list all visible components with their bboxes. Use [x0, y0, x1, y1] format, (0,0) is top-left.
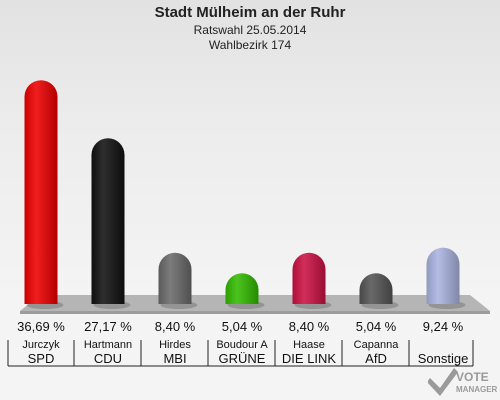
bar-mbi: [158, 252, 192, 304]
value-label: 9,24 %: [423, 319, 464, 334]
value-label: 36,69 %: [17, 319, 65, 334]
bar-grüne: [225, 273, 259, 304]
value-label: 8,40 %: [155, 319, 196, 334]
logo-text-vote: VOTE: [456, 370, 489, 384]
party-label: MBI: [163, 351, 186, 366]
bar-spd: [24, 80, 58, 304]
value-label: 8,40 %: [289, 319, 330, 334]
value-label: 5,04 %: [222, 319, 263, 334]
chart-title: Stadt Mülheim an der Ruhr: [154, 4, 346, 21]
party-label: Sonstige: [418, 351, 469, 366]
candidate-label: Hartmann: [84, 339, 132, 351]
chart-subtitle: Ratswahl 25.05.2014: [193, 23, 307, 37]
bar-die-linke: [292, 252, 326, 304]
chart-subtitle-district: Wahlbezirk 174: [208, 38, 292, 52]
bar-afd: [359, 273, 393, 304]
party-label: GRÜNE: [219, 351, 266, 366]
candidate-label: Hirdes: [159, 339, 191, 351]
candidate-label: Jurczyk: [22, 339, 60, 351]
party-label: AfD: [365, 351, 387, 366]
vote-manager-check-icon: [428, 368, 458, 396]
logo-text-manager: MANAGER: [456, 385, 498, 394]
value-label: 27,17 %: [84, 319, 132, 334]
candidate-label: Capanna: [354, 339, 400, 351]
candidate-label: Haase: [293, 339, 325, 351]
party-label: CDU: [94, 351, 122, 366]
bar-sonstige: [426, 247, 460, 304]
party-label: SPD: [28, 351, 55, 366]
party-label: DIE LINK: [282, 351, 337, 366]
bar-cdu: [91, 138, 125, 304]
chart-floor-shade: [20, 311, 490, 314]
value-label: 5,04 %: [356, 319, 397, 334]
candidate-label: Boudour A: [216, 339, 268, 351]
vote-manager-logo: VOTE MANAGER: [428, 368, 498, 396]
